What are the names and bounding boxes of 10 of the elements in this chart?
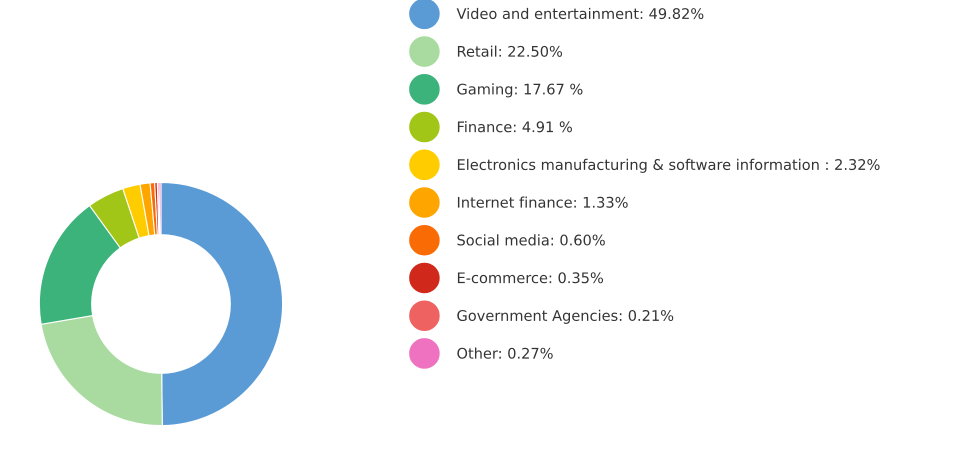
legend-label: Video and entertainment: 49.82% <box>456 8 704 20</box>
legend-label: Other: 0.27% <box>457 347 553 359</box>
legend-label: Retail: 22.50% <box>458 46 562 57</box>
legend-label: Social media: 0.60% <box>457 234 605 246</box>
legend-label: Internet finance: 1.33% <box>458 196 628 208</box>
legend-label: E-commerce: 0.35% <box>458 272 604 284</box>
legend-label: Gaming: 17.67 % <box>457 83 582 98</box>
legend-label: Government Agencies: 0.21% <box>457 310 674 324</box>
legend-label: Electronics manufacturing & software information : 2.32% <box>458 158 880 173</box>
legend-label: Finance: 4.91 % <box>458 121 572 132</box>
